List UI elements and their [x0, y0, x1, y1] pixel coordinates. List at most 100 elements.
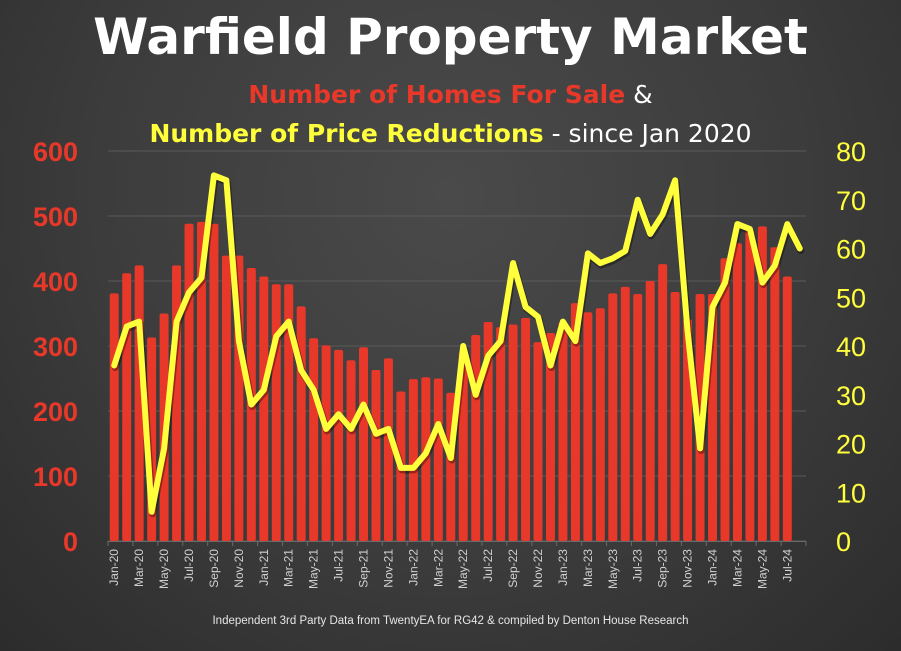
bar-Jul-24 [782, 276, 792, 541]
bar-Oct-23 [670, 292, 680, 541]
x-tick-label: Jul-23 [631, 549, 645, 582]
bar-Oct-22 [521, 318, 531, 541]
bar-Jul-20 [184, 223, 194, 542]
left-tick-label: 300 [33, 332, 78, 362]
bar-Feb-24 [720, 258, 730, 541]
subtitle-ampersand: & [625, 80, 653, 109]
left-tick-label: 400 [33, 267, 78, 297]
x-tick-label: May-21 [307, 549, 321, 589]
bar-Aug-22 [496, 327, 506, 541]
x-axis: Jan-20 Mar-20 May-20 Jul-20 Sep-20 Nov-20 Jan-… [107, 541, 807, 589]
bar-Jul-23 [633, 294, 643, 541]
x-tick-label: May-23 [606, 549, 620, 589]
x-tick-label: Mar-20 [132, 549, 146, 587]
x-tick-label: Sep-21 [357, 549, 371, 588]
x-tick-label: Jan-20 [107, 549, 121, 586]
bar-Apr-23 [595, 308, 605, 541]
x-tick-label: Mar-21 [282, 549, 296, 587]
subtitle-since: - since Jan 2020 [543, 119, 752, 148]
bar-May-22 [458, 351, 468, 541]
left-tick-label: 100 [33, 462, 78, 492]
bar-Oct-21 [371, 370, 381, 541]
x-tick-label: Jul-20 [182, 549, 196, 582]
bar-Feb-20 [122, 273, 132, 541]
bar-Jan-22 [408, 379, 418, 541]
bar-Mar-22 [433, 378, 443, 541]
x-tick-label: May-22 [456, 549, 470, 589]
right-tick-label: 10 [836, 478, 866, 508]
x-tick-label: Mar-22 [431, 549, 445, 587]
price-reductions-line [111, 172, 803, 515]
right-tick-label: 30 [836, 381, 866, 411]
bar-Aug-21 [346, 360, 356, 541]
bar-May-24 [757, 226, 767, 541]
bar-Jun-24 [770, 247, 780, 541]
x-tick-label: May-20 [157, 549, 171, 589]
bar-Oct-20 [221, 255, 231, 541]
right-tick-label: 60 [836, 235, 866, 265]
right-tick-label: 70 [836, 186, 866, 216]
right-tick-label: 20 [836, 430, 866, 460]
bar-Jul-22 [483, 321, 493, 541]
bar-Sep-20 [209, 223, 219, 542]
bar-Jun-23 [620, 286, 630, 541]
x-tick-label: Mar-24 [730, 549, 744, 587]
x-tick-label: Jul-22 [481, 549, 495, 582]
subtitle-line-1: Number of Homes For Sale & [0, 80, 901, 109]
x-tick-label: Jan-24 [706, 549, 720, 586]
source-footnote: Independent 3rd Party Data from TwentyEA… [212, 615, 689, 627]
bar-Sep-21 [359, 347, 369, 541]
left-tick-label: 200 [33, 397, 78, 427]
bar-Feb-22 [421, 377, 431, 541]
bar-Jul-21 [334, 349, 344, 541]
right-axis: 0 10 20 30 40 50 60 70 80 [836, 137, 866, 557]
bar-Apr-21 [296, 306, 306, 541]
x-tick-label: Nov-21 [381, 549, 395, 588]
right-tick-label: 40 [836, 332, 866, 362]
x-tick-label: Mar-23 [581, 549, 595, 587]
bar-May-21 [309, 338, 319, 541]
left-tick-label: 600 [33, 137, 78, 167]
bar-Mar-23 [583, 312, 593, 541]
x-tick-label: May-24 [755, 549, 769, 589]
bar-Apr-24 [745, 230, 755, 542]
bar-Jun-22 [471, 334, 481, 541]
bar-Mar-21 [284, 284, 294, 541]
bar-Feb-23 [570, 303, 580, 541]
bar-Sep-22 [508, 324, 518, 541]
x-tick-label: Jan-22 [406, 549, 420, 586]
left-tick-label: 0 [63, 527, 78, 557]
left-axis: 0 100 200 300 400 500 600 [33, 137, 78, 557]
subtitle-line-2: Number of Price Reductions - since Jan 2… [0, 119, 901, 148]
bar-Nov-21 [383, 358, 393, 541]
x-tick-label: Nov-22 [531, 549, 545, 588]
x-tick-label: Jul-21 [332, 549, 346, 582]
x-tick-label: Sep-22 [506, 549, 520, 588]
bar-Jun-21 [321, 345, 331, 541]
bar-Jan-20 [109, 293, 119, 541]
bar-Dec-22 [545, 333, 555, 541]
left-tick-label: 500 [33, 202, 78, 232]
x-tick-label: Sep-23 [656, 549, 670, 588]
bar-Feb-21 [271, 284, 281, 541]
line-series-price-reductions [111, 172, 805, 518]
bar-Jan-21 [259, 276, 269, 541]
chart-title: Warfield Property Market [93, 8, 808, 66]
bar-Nov-22 [533, 342, 543, 541]
bar-Jan-23 [558, 321, 568, 541]
x-tick-label: Sep-20 [207, 549, 221, 588]
subtitle-price-reductions: Number of Price Reductions [149, 119, 544, 148]
x-tick-label: Jan-21 [257, 549, 271, 586]
x-tick-label: Nov-23 [681, 549, 695, 588]
bar-Sep-23 [658, 264, 668, 541]
x-tick-label: Nov-20 [232, 549, 246, 588]
bar-series-homes-for-sale [109, 221, 792, 542]
bar-Mar-24 [732, 243, 742, 542]
right-tick-label: 80 [836, 137, 866, 167]
right-tick-label: 50 [836, 283, 866, 313]
x-tick-label: Jul-24 [780, 549, 794, 582]
right-tick-label: 0 [836, 527, 851, 557]
bar-May-23 [608, 293, 618, 541]
x-tick-label: Jan-23 [556, 549, 570, 586]
